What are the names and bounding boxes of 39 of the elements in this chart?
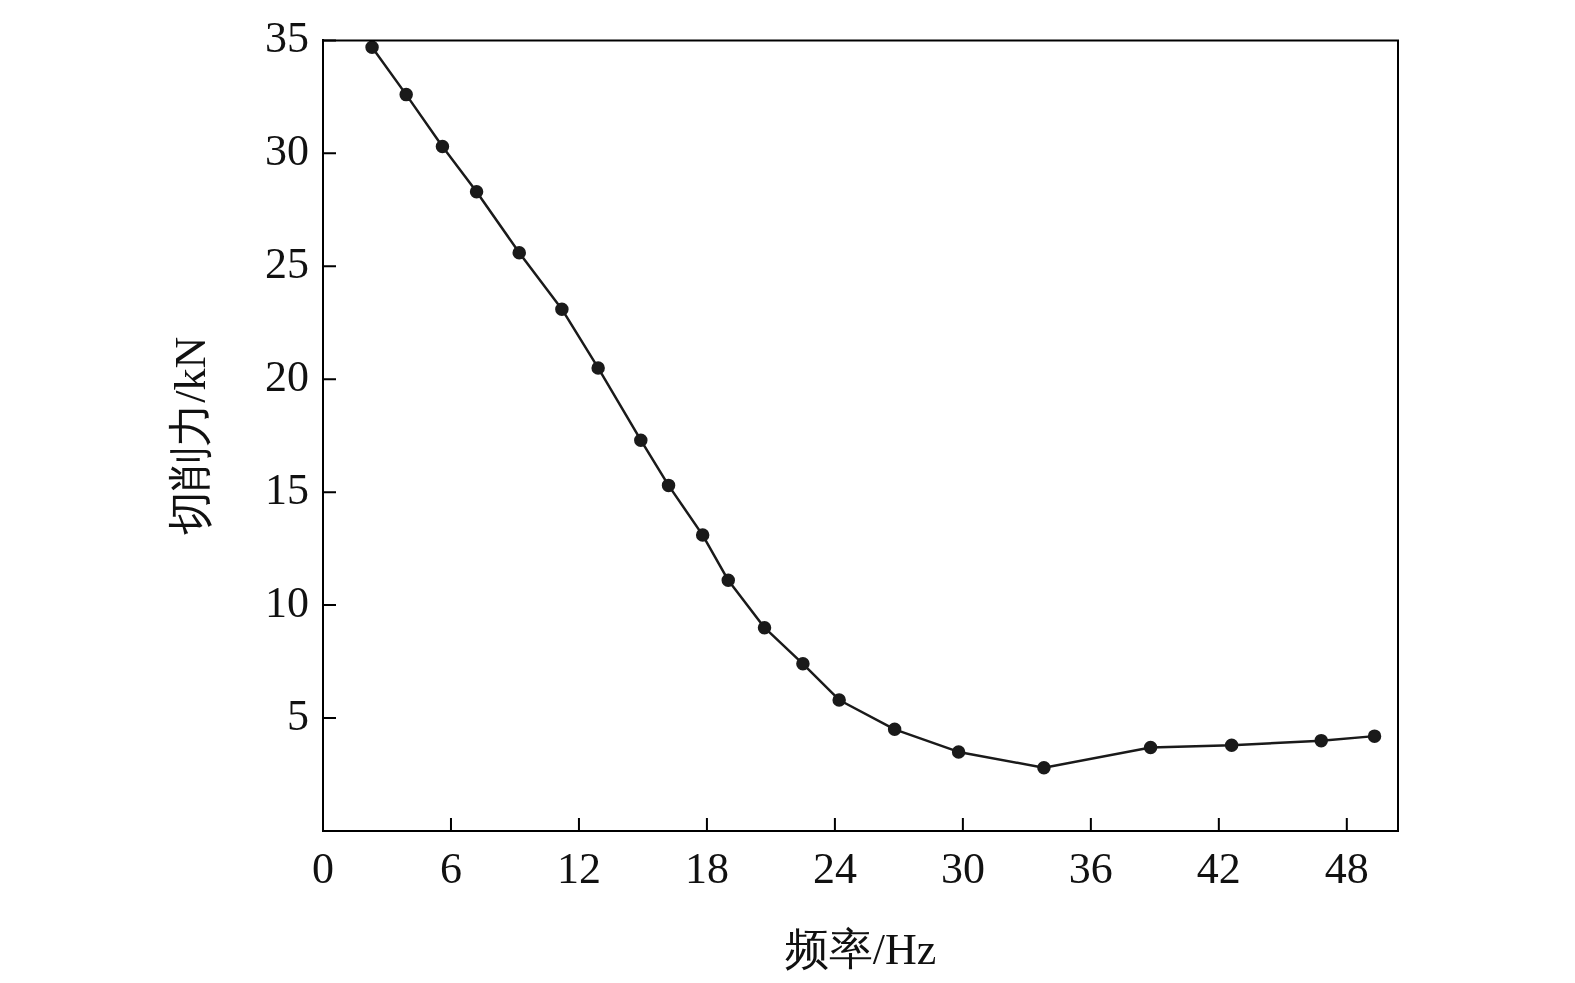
y-tick-label: 5 xyxy=(287,690,309,740)
point xyxy=(399,87,413,102)
point xyxy=(661,478,676,493)
point xyxy=(555,302,569,316)
point xyxy=(512,245,526,260)
point xyxy=(721,573,736,588)
x-tick-label: 18 xyxy=(684,843,729,893)
x-tick-label: 30 xyxy=(940,843,985,893)
y-tick-label: 20 xyxy=(265,351,309,401)
point xyxy=(1224,738,1239,752)
y-tick-label: 10 xyxy=(265,577,309,627)
x-axis-title: 频率/Hz xyxy=(784,925,937,975)
x-tick-label: 6 xyxy=(439,843,462,893)
y-axis-title: 切削力/kN xyxy=(165,336,215,535)
y-tick-label: 25 xyxy=(265,238,309,288)
y-tick-label: 35 xyxy=(265,12,309,62)
point xyxy=(469,184,484,199)
point xyxy=(591,361,605,375)
x-tick-label: 0 xyxy=(312,843,334,893)
y-tick-label: 15 xyxy=(265,464,309,514)
x-tick-label: 12 xyxy=(556,843,601,893)
point xyxy=(365,40,379,54)
point xyxy=(435,139,450,154)
point xyxy=(796,657,810,671)
point xyxy=(1367,729,1382,743)
x-tick-label: 24 xyxy=(812,843,857,893)
x-tick-label: 42 xyxy=(1196,843,1241,893)
x-tick-label: 36 xyxy=(1068,843,1113,893)
point xyxy=(887,722,902,737)
point xyxy=(1143,740,1158,755)
x-tick-label: 48 xyxy=(1324,843,1369,893)
point xyxy=(634,433,648,447)
point xyxy=(951,745,966,759)
point xyxy=(1314,733,1328,748)
y-tick-label: 30 xyxy=(265,125,309,175)
point xyxy=(757,620,772,635)
point xyxy=(695,528,710,542)
point xyxy=(832,693,846,707)
point xyxy=(1037,761,1051,775)
